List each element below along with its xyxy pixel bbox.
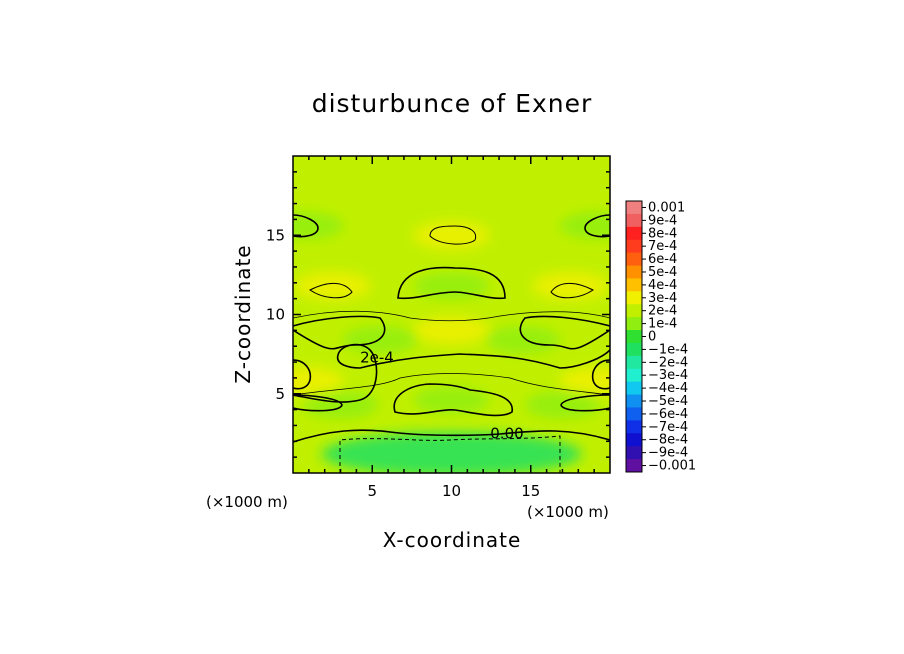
y-tick-label: 15 [266, 226, 285, 244]
colorbar-label: −0.001 [648, 459, 696, 474]
colorbar-label: 1e-4 [648, 317, 677, 332]
contour-right-top [584, 214, 610, 238]
x-tick-labels: 5 10 15 [367, 482, 540, 500]
colorbar-label: 8e-4 [648, 226, 677, 241]
colorbar-swatch [626, 394, 642, 408]
y-tick-label: 10 [266, 306, 285, 324]
colorbar-swatch [626, 201, 642, 215]
colorbar-label: −5e-4 [648, 394, 688, 409]
colorbar-swatch [626, 355, 642, 370]
colorbar-swatch [626, 239, 642, 254]
contour-top-small [429, 225, 477, 245]
colorbar-swatch [626, 317, 642, 331]
field-feature [342, 325, 419, 354]
y-tick-label: 5 [275, 385, 285, 403]
colorbar-swatch [626, 407, 642, 421]
colorbar-label: −1e-4 [648, 342, 688, 357]
colorbar-label: 5e-4 [648, 265, 677, 280]
field-background [293, 156, 610, 473]
x-tick-label: 5 [367, 482, 377, 500]
colorbar-label: 7e-4 [648, 239, 677, 254]
colorbar-swatch [626, 342, 642, 357]
contour-labels: 2e-4 0.00 [360, 348, 524, 442]
contour-label: 0.00 [490, 424, 523, 442]
colorbar-label: 0 [648, 330, 656, 345]
contour-left-low [293, 394, 343, 412]
colorbar: 0.0019e-48e-47e-46e-45e-44e-43e-42e-41e-… [625, 200, 696, 474]
field-feature [559, 367, 610, 396]
field-feature [413, 221, 490, 250]
colorbar-label: −7e-4 [648, 420, 688, 435]
field-feature [302, 390, 379, 419]
field-feature [294, 271, 371, 300]
z-unit-label: (×1000 m) [206, 493, 288, 511]
axis-ticks [293, 156, 610, 473]
colorbar-swatch [626, 381, 642, 396]
field-feature [321, 431, 582, 473]
colorbar-swatch [626, 433, 642, 447]
colorbar-label: −3e-4 [648, 368, 688, 383]
contour-thin-band [293, 310, 610, 322]
contour-left-side [293, 359, 312, 390]
colorbar-swatch [626, 278, 642, 292]
contour-right-mid [550, 283, 594, 299]
x-tick-label: 10 [442, 482, 461, 500]
colorbar-swatch [626, 420, 642, 434]
contour-upper-band [293, 315, 386, 350]
field-feature [413, 271, 490, 300]
colorbar-swatch [626, 368, 642, 383]
contour-zero [293, 429, 610, 443]
colorbar-swatch [626, 304, 642, 318]
contour-lines [293, 214, 610, 473]
colorbar-swatch [626, 446, 642, 460]
colorbar-label: 9e-4 [648, 213, 677, 228]
y-axis-title: Z-coordinate [231, 244, 255, 383]
x-tick-label: 15 [521, 482, 540, 500]
plot-area [293, 156, 610, 473]
colorbar-swatch [626, 291, 642, 305]
field-feature [532, 271, 609, 300]
chart-title: disturbunce of Exner [312, 89, 593, 118]
x-unit-label: (×1000 m) [527, 503, 609, 521]
y-tick-labels: 5 10 15 [266, 226, 285, 403]
field-feature [484, 325, 561, 354]
field-feature [293, 367, 344, 396]
colorbar-label: −8e-4 [648, 433, 688, 448]
contour-upper-band-right [519, 315, 610, 350]
colorbar-swatch [626, 330, 642, 344]
colorbar-swatch [626, 459, 642, 473]
colorbar-label: 2e-4 [648, 304, 677, 319]
x-axis-title: X-coordinate [383, 528, 522, 552]
colorbar-swatch [626, 226, 642, 241]
colorbar-label: 3e-4 [648, 291, 677, 306]
contour-2e-4 [293, 343, 610, 403]
contour-thin-low [293, 373, 610, 396]
field-feature [524, 390, 601, 419]
field-feature [413, 316, 490, 345]
contour-center-low [393, 383, 513, 417]
contour-negative [339, 435, 561, 473]
colorbar-label: −4e-4 [648, 381, 688, 396]
colorbar-label: 6e-4 [648, 252, 677, 267]
contour-right-low [560, 394, 610, 412]
contour-label: 2e-4 [360, 348, 394, 366]
colorbar-swatch [626, 213, 642, 228]
colorbar-label: 0.001 [648, 200, 685, 215]
colorbar-label: −9e-4 [648, 446, 688, 461]
colorbar-swatch [626, 265, 642, 279]
contour-center-arch [397, 266, 506, 300]
contour-left-mid [309, 283, 353, 299]
contour-right-side [591, 359, 610, 390]
colorbar-label: 4e-4 [648, 278, 677, 293]
contour-left-top [293, 214, 319, 238]
colorbar-label: −2e-4 [648, 355, 688, 370]
colorbar-swatch [626, 252, 642, 267]
field-feature [413, 386, 490, 415]
colorbar-label: −6e-4 [648, 407, 688, 422]
